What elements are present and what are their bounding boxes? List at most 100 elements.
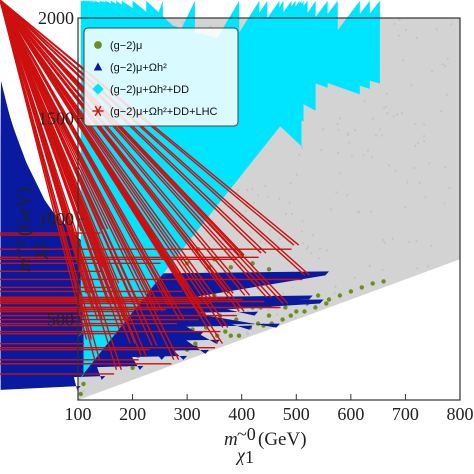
allowed-region-dot: [302, 242, 305, 245]
allowed-region-dot: [338, 117, 342, 120]
allowed-region-dot: [326, 249, 329, 252]
allowed-region-dot: [335, 191, 338, 194]
allowed-region-dot: [415, 36, 418, 40]
allowed-region-dot: [209, 25, 212, 28]
allowed-region-dot: [256, 308, 259, 311]
allowed-region-dot: [444, 166, 447, 169]
allowed-region-dot: [289, 182, 292, 185]
legend: (g−2)μ (g−2)μ+Ωh² (g−2)μ+Ωh²+DD (g−2)μ+Ωh²+…: [83, 27, 239, 127]
allowed-region-dot: [307, 245, 310, 248]
x-axis-label-sub-index: 1: [245, 447, 254, 467]
allowed-region-dot: [291, 286, 294, 289]
allowed-region-dot: [401, 59, 404, 62]
data-point: [0, 0, 223, 349]
allowed-region-dot: [295, 173, 298, 176]
allowed-region-dot: [394, 169, 397, 172]
allowed-region-dot: [413, 166, 416, 169]
allowed-region-dot: [82, 390, 85, 393]
allowed-region-dot: [398, 18, 401, 22]
allowed-region-dot: [244, 209, 247, 212]
allowed-region-dot: [423, 123, 426, 126]
legend-box: [83, 27, 239, 127]
allowed-region-dot: [369, 210, 372, 213]
y-axis-label-sub-index: 1: [30, 241, 50, 250]
allowed-region-dot: [423, 135, 426, 138]
allowed-region-dot: [337, 128, 340, 131]
allowed-region-dot: [317, 257, 320, 260]
allowed-region-dot: [294, 316, 297, 319]
x-tick-label: 400: [228, 404, 255, 424]
allowed-region-dot: [414, 144, 417, 147]
allowed-region-dot: [259, 240, 262, 243]
allowed-region-dot: [423, 139, 426, 143]
x-axis-label-unit: (GeV): [258, 429, 307, 450]
allowed-region-dot: [310, 252, 313, 255]
y-axis-label-unit: (GeV): [14, 187, 35, 236]
y-axis-label-sup: ~±: [9, 238, 29, 258]
allowed-region-dot: [346, 194, 349, 197]
allowed-region-dot: [208, 239, 211, 242]
data-point: [315, 293, 321, 298]
allowed-region-dot: [431, 70, 434, 73]
allowed-region-dot: [385, 105, 388, 108]
allowed-region-dot: [275, 307, 278, 310]
plot-frame: [77, 17, 461, 401]
legend-marker: [93, 62, 103, 71]
data-point: [324, 301, 329, 306]
data-point: [0, 0, 267, 258]
data-point: [370, 281, 375, 286]
allowed-region-dot: [268, 229, 271, 232]
allowed-region-dot: [406, 181, 409, 184]
data-point: [266, 313, 272, 318]
allowed-region-dot: [237, 313, 240, 316]
x-tick-label: 700: [392, 404, 419, 424]
allowed-region-dot: [371, 117, 374, 120]
allowed-region-dot: [301, 219, 304, 222]
x-axis-label-sub: χ: [235, 445, 246, 465]
allowed-region-dot: [416, 267, 419, 270]
data-point: [0, 0, 180, 365]
allowed-region-dot: [371, 156, 374, 159]
allowed-region-dot: [358, 211, 361, 214]
legend-entry-label: (g−2)μ+Ωh²+DD+LHC: [110, 106, 218, 118]
data-point: [228, 265, 233, 270]
allowed-region-dot: [311, 234, 315, 237]
allowed-region-dot: [404, 206, 407, 209]
allowed-region-dot: [408, 240, 411, 243]
allowed-region-dot: [450, 23, 453, 26]
x-axis-label-text: m: [224, 429, 238, 450]
allowed-region-dot: [245, 331, 248, 334]
x-tick-label: 800: [447, 404, 474, 424]
allowed-region-dot: [339, 171, 342, 174]
allowed-region-dot: [252, 201, 255, 204]
allowed-region-dot: [391, 237, 394, 240]
allowed-region-dot: [288, 202, 291, 205]
data-point: [294, 309, 299, 314]
allowed-region-dot: [334, 285, 337, 289]
allowed-region-dot: [320, 148, 323, 151]
allowed-region-dot: [397, 34, 401, 37]
allowed-region-dot: [188, 351, 191, 354]
allowed-region-dot: [417, 142, 420, 145]
data-point: [288, 313, 293, 318]
data-point: [302, 309, 307, 314]
data-point: [78, 391, 83, 397]
allowed-region-dot: [244, 254, 247, 257]
data-point: [236, 333, 242, 338]
y-axis-label: m χ ~± 1 (GeV): [9, 187, 50, 272]
allowed-region-dot: [249, 231, 252, 234]
allowed-region-dot: [348, 141, 351, 144]
allowed-region-dot: [346, 134, 349, 137]
data-point: [266, 267, 272, 272]
x-tick-label: 500: [283, 404, 310, 424]
allowed-region-dot: [445, 93, 449, 96]
allowed-region-dot: [388, 164, 391, 167]
data-point: [337, 293, 343, 298]
allowed-region-dot: [284, 212, 288, 215]
allowed-region-dot: [354, 129, 357, 132]
allowed-region-dot: [318, 247, 322, 250]
allowed-region-dot: [246, 333, 250, 336]
data-point: [0, 0, 122, 375]
allowed-region-dot: [443, 64, 447, 68]
